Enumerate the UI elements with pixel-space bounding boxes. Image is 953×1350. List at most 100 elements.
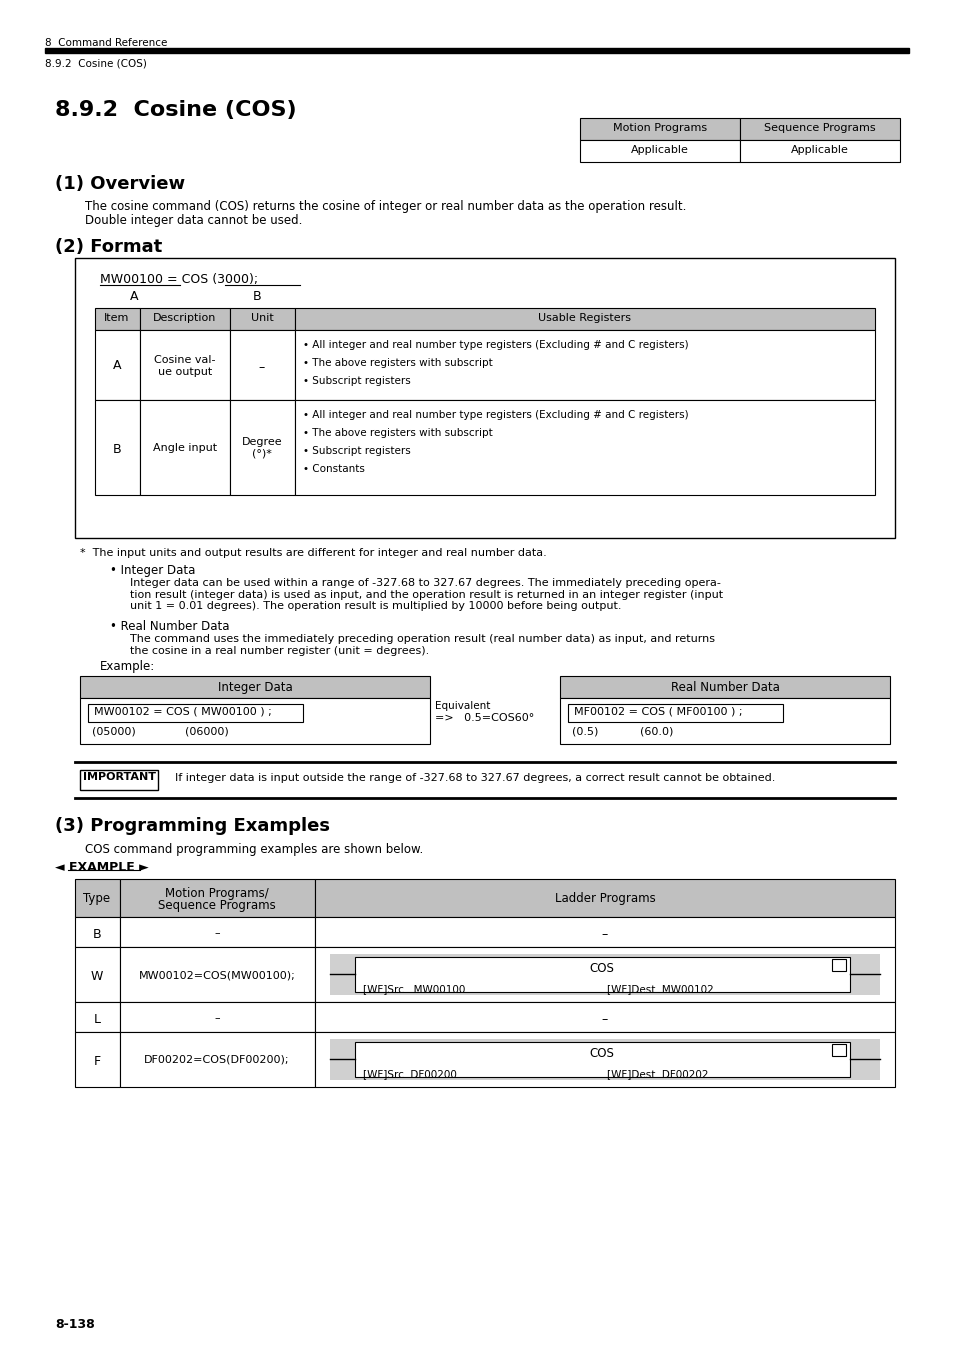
Bar bbox=[120, 1002, 314, 1031]
Text: MF00102 = COS ( MF00100 ) ;: MF00102 = COS ( MF00100 ) ; bbox=[574, 706, 741, 716]
Bar bbox=[740, 140, 899, 162]
Text: (60.0): (60.0) bbox=[639, 726, 673, 736]
Bar bbox=[579, 140, 740, 162]
Text: If integer data is input outside the range of -327.68 to 327.67 degrees, a corre: If integer data is input outside the ran… bbox=[174, 774, 775, 783]
Text: –: – bbox=[214, 927, 219, 938]
Text: 8.9.2  Cosine (COS): 8.9.2 Cosine (COS) bbox=[45, 58, 147, 68]
Text: L: L bbox=[93, 1012, 100, 1026]
Text: • The above registers with subscript: • The above registers with subscript bbox=[303, 358, 493, 369]
Text: Description: Description bbox=[153, 313, 216, 323]
Text: Motion Programs: Motion Programs bbox=[612, 123, 706, 134]
Text: Item: Item bbox=[104, 313, 130, 323]
Text: Integer data can be used within a range of -327.68 to 327.67 degrees. The immedi: Integer data can be used within a range … bbox=[130, 578, 722, 612]
Bar bbox=[314, 917, 894, 946]
Text: • The above registers with subscript: • The above registers with subscript bbox=[303, 428, 493, 437]
Bar bbox=[95, 308, 140, 329]
Text: Ladder Programs: Ladder Programs bbox=[554, 892, 655, 904]
Bar bbox=[230, 400, 294, 495]
Bar bbox=[75, 258, 894, 539]
Bar bbox=[567, 703, 782, 722]
Bar bbox=[140, 400, 230, 495]
Text: –: – bbox=[258, 360, 265, 374]
Text: –: – bbox=[601, 927, 607, 941]
Bar bbox=[314, 1002, 894, 1031]
Text: Real Number Data: Real Number Data bbox=[670, 680, 779, 694]
Bar bbox=[95, 329, 140, 400]
Text: IMPORTANT: IMPORTANT bbox=[82, 772, 155, 782]
Text: MW00102 = COS ( MW00100 ) ;: MW00102 = COS ( MW00100 ) ; bbox=[94, 706, 272, 716]
Text: B: B bbox=[92, 927, 101, 941]
Text: Usable Registers: Usable Registers bbox=[537, 313, 631, 323]
Text: Cosine val-
ue output: Cosine val- ue output bbox=[154, 355, 215, 377]
Text: COS: COS bbox=[589, 963, 614, 975]
Text: =>   0.5=COS60°: => 0.5=COS60° bbox=[435, 713, 534, 724]
Text: Applicable: Applicable bbox=[630, 144, 688, 155]
Text: Degree
(°)*: Degree (°)* bbox=[241, 437, 282, 459]
Text: Equivalent: Equivalent bbox=[435, 701, 490, 711]
Text: (1) Overview: (1) Overview bbox=[55, 176, 185, 193]
Bar bbox=[559, 676, 889, 698]
Bar bbox=[355, 1042, 849, 1077]
Bar bbox=[120, 946, 314, 1002]
Text: The command uses the immediately preceding operation result (real number data) a: The command uses the immediately precedi… bbox=[130, 634, 714, 656]
Bar bbox=[75, 1002, 120, 1031]
Text: B: B bbox=[112, 443, 121, 456]
Text: Sequence Programs: Sequence Programs bbox=[763, 123, 875, 134]
Bar bbox=[579, 117, 740, 140]
Text: The cosine command (COS) returns the cosine of integer or real number data as th: The cosine command (COS) returns the cos… bbox=[85, 200, 685, 213]
Text: (05000): (05000) bbox=[91, 726, 135, 736]
Text: Angle input: Angle input bbox=[152, 443, 217, 454]
Bar bbox=[75, 917, 120, 946]
Text: Type: Type bbox=[83, 892, 111, 904]
Bar bbox=[831, 1044, 845, 1056]
Text: • Real Number Data: • Real Number Data bbox=[110, 620, 230, 633]
Text: DF00202=COS(DF00200);: DF00202=COS(DF00200); bbox=[144, 1054, 290, 1065]
Text: F: F bbox=[93, 1054, 100, 1068]
Text: A: A bbox=[130, 290, 138, 302]
Bar bbox=[75, 879, 120, 917]
Bar bbox=[80, 698, 430, 744]
Text: (2) Format: (2) Format bbox=[55, 238, 162, 256]
Bar bbox=[294, 329, 874, 400]
Text: B: B bbox=[253, 290, 261, 302]
Text: 8.9.2  Cosine (COS): 8.9.2 Cosine (COS) bbox=[55, 100, 296, 120]
Text: –: – bbox=[601, 1012, 607, 1026]
Text: 8-138: 8-138 bbox=[55, 1318, 94, 1331]
Text: • Subscript registers: • Subscript registers bbox=[303, 446, 411, 456]
Bar bbox=[140, 308, 230, 329]
Text: COS: COS bbox=[589, 1048, 614, 1060]
Bar bbox=[314, 946, 894, 1002]
Bar bbox=[355, 957, 849, 992]
Text: 8  Command Reference: 8 Command Reference bbox=[45, 38, 167, 49]
Text: (3) Programming Examples: (3) Programming Examples bbox=[55, 817, 330, 836]
Text: • All integer and real number type registers (Excluding # and C registers): • All integer and real number type regis… bbox=[303, 340, 688, 350]
Text: [WF]Src   MW00100: [WF]Src MW00100 bbox=[363, 984, 465, 994]
Bar bbox=[314, 1031, 894, 1087]
Text: –: – bbox=[214, 1012, 219, 1023]
Bar bbox=[140, 329, 230, 400]
Bar bbox=[75, 1031, 120, 1087]
Bar bbox=[330, 1040, 879, 1080]
Text: Sequence Programs: Sequence Programs bbox=[158, 899, 275, 913]
Bar bbox=[230, 308, 294, 329]
Text: (06000): (06000) bbox=[185, 726, 229, 736]
Text: Motion Programs/: Motion Programs/ bbox=[165, 887, 269, 900]
Bar bbox=[314, 879, 894, 917]
Text: A: A bbox=[112, 359, 121, 373]
Bar bbox=[330, 954, 879, 995]
Text: W: W bbox=[91, 971, 103, 983]
Text: Double integer data cannot be used.: Double integer data cannot be used. bbox=[85, 215, 302, 227]
Bar bbox=[80, 676, 430, 698]
Text: • Constants: • Constants bbox=[303, 464, 364, 474]
Text: [WF]Src  DF00200: [WF]Src DF00200 bbox=[363, 1069, 456, 1079]
Text: Example:: Example: bbox=[100, 660, 155, 674]
Text: • Subscript registers: • Subscript registers bbox=[303, 377, 411, 386]
Text: *  The input units and output results are different for integer and real number : * The input units and output results are… bbox=[80, 548, 546, 558]
Bar bbox=[740, 117, 899, 140]
Text: Applicable: Applicable bbox=[790, 144, 848, 155]
Bar bbox=[88, 703, 303, 722]
Text: [WF]Dest  DF00202: [WF]Dest DF00202 bbox=[606, 1069, 708, 1079]
Bar bbox=[95, 400, 140, 495]
Bar bbox=[80, 769, 158, 790]
Text: ◄ EXAMPLE ►: ◄ EXAMPLE ► bbox=[55, 861, 149, 873]
